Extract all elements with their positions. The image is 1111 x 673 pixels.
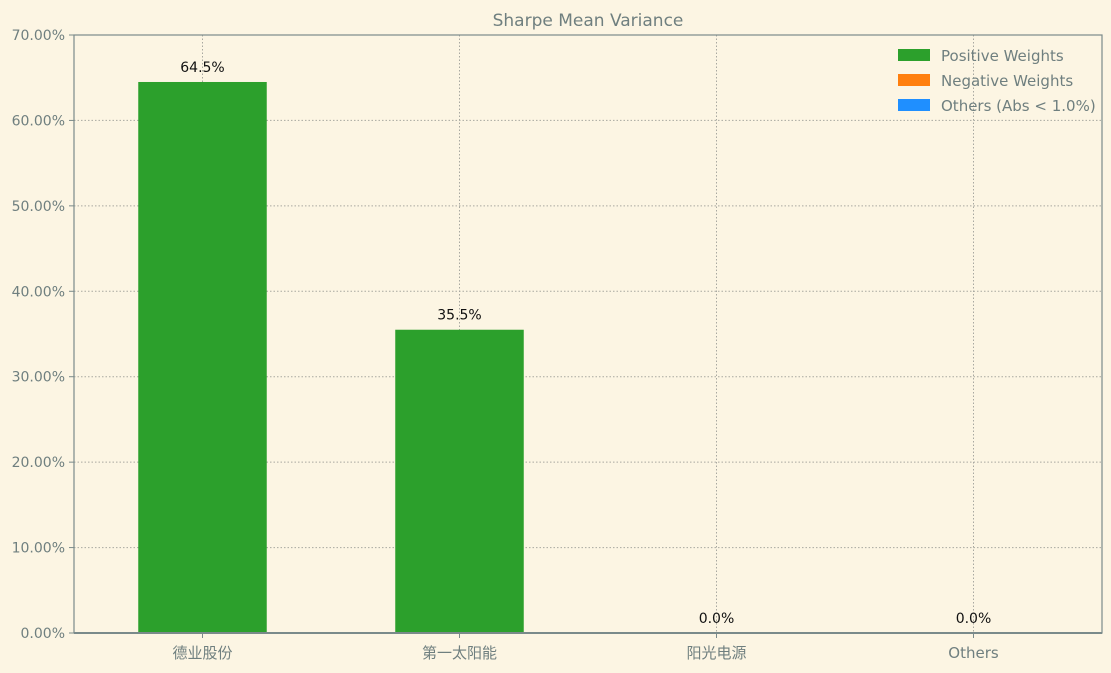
bar-value-label: 35.5% (437, 308, 481, 324)
x-tick-label: 德业股份 (172, 644, 232, 662)
x-tick-label: Others (948, 644, 999, 662)
y-tick-label: 70.00% (12, 28, 65, 44)
y-tick-label: 0.00% (21, 626, 65, 642)
legend-label: Positive Weights (941, 47, 1064, 65)
legend-swatch (898, 49, 930, 61)
y-tick-label: 60.00% (12, 113, 65, 129)
y-tick-label: 30.00% (12, 370, 65, 386)
data-labels: 64.5% 35.5% 0.0% 0.0% (180, 60, 991, 627)
x-tick-label: 第一太阳能 (422, 644, 497, 662)
legend: Positive Weights Negative Weights Others (… (898, 47, 1096, 115)
legend-swatch (898, 99, 930, 111)
legend-label: Others (Abs < 1.0%) (941, 97, 1096, 115)
bar-value-label: 0.0% (699, 611, 735, 627)
bars (138, 81, 524, 633)
legend-label: Negative Weights (941, 72, 1073, 90)
bar-value-label: 64.5% (180, 60, 224, 76)
y-tick-label: 50.00% (12, 199, 65, 215)
bar-0 (138, 81, 267, 633)
legend-swatch (898, 74, 930, 86)
y-tick-label: 20.00% (12, 455, 65, 471)
bar-value-label: 0.0% (956, 611, 992, 627)
y-tick-label: 10.00% (12, 541, 65, 557)
axes: 0.00% 10.00% 20.00% 30.00% 40.00% 50.00% 60.00… (12, 28, 1103, 662)
y-tick-label: 40.00% (12, 284, 65, 300)
chart-title: Sharpe Mean Variance (493, 11, 684, 31)
x-tick-label: 阳光电源 (686, 644, 746, 662)
bar-1 (395, 329, 524, 633)
